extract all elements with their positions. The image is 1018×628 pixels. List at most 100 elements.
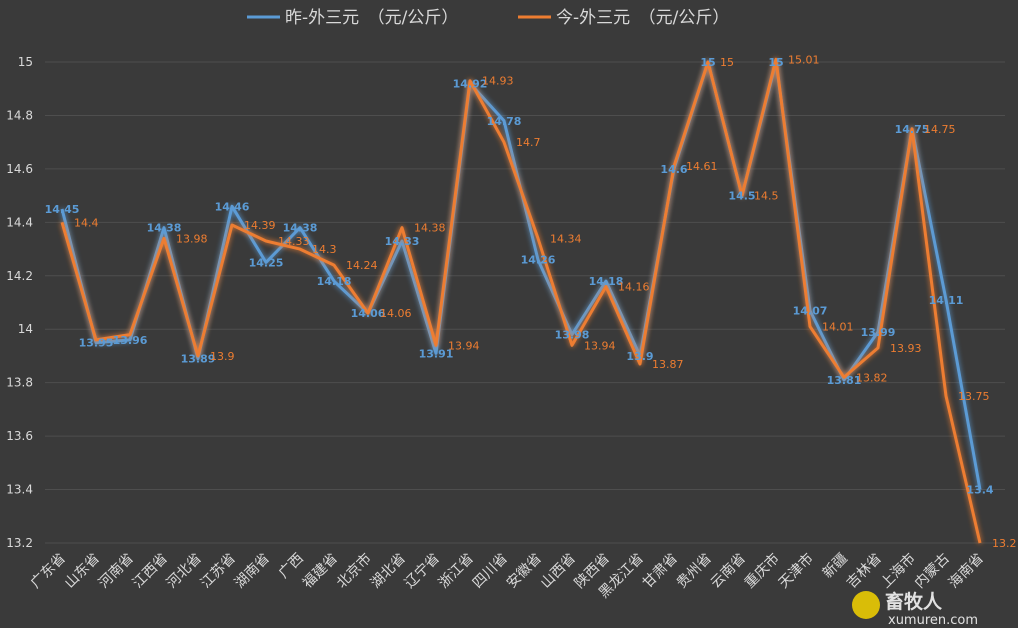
series-line-today [60, 57, 982, 544]
data-label-today: 14.5 [754, 190, 779, 203]
x-tick-label: 云南省 [708, 551, 749, 592]
data-label-yesterday: 14.26 [521, 254, 556, 267]
y-tick-label: 15 [18, 55, 33, 69]
watermark: 畜牧人 xumuren.com [852, 590, 978, 628]
watermark-text: 畜牧人 [885, 590, 943, 613]
data-label-today: 14.61 [686, 160, 718, 173]
data-label-yesterday: 14.38 [147, 222, 182, 235]
data-label-today: 14.38 [414, 222, 446, 235]
x-tick-label: 江西省 [130, 551, 171, 592]
legend-label-yesterday: 昨-外三元 （元/公斤） [285, 8, 458, 28]
data-label-today: 13.93 [890, 342, 922, 355]
data-labels: 14.45 13.95 13.96 14.38 13.89 14.46 14.25 14.38… [45, 53, 1017, 550]
x-tick-label: 吉林省 [844, 551, 885, 592]
data-label-yesterday: 14.75 [895, 123, 930, 136]
series-lines [60, 57, 982, 544]
x-tick-label: 北京市 [333, 550, 375, 592]
legend: 昨-外三元 （元/公斤） 今-外三元 （元/公斤） [247, 8, 729, 28]
data-label-today: 15.01 [788, 53, 820, 66]
y-tick-label: 13.8 [6, 376, 33, 390]
data-label-yesterday: 13.4 [966, 484, 993, 497]
x-tick-label: 河北省 [164, 551, 205, 592]
data-label-today: 13.94 [448, 339, 480, 352]
y-tick-label: 14.4 [6, 215, 33, 229]
data-label-today: 13.94 [584, 339, 616, 352]
data-label-yesterday: 15 [768, 56, 783, 69]
x-tick-label: 四川省 [470, 551, 511, 592]
data-label-today: 13.87 [652, 358, 684, 371]
data-label-yesterday: 14.6 [660, 163, 687, 176]
data-label-yesterday: 14.92 [453, 77, 488, 90]
x-tick-label: 江苏省 [198, 551, 239, 592]
data-label-today: 13.82 [856, 371, 888, 384]
y-axis: 13.2 13.4 13.6 13.8 14 14.2 14.4 14.6 14.8 15 [6, 55, 33, 550]
y-tick-label: 14.2 [6, 269, 33, 283]
data-label-today: 14.3 [312, 243, 337, 256]
data-label-yesterday: 14.78 [487, 115, 522, 128]
data-label-today: 14.75 [924, 123, 956, 136]
data-label-yesterday: 13.91 [419, 347, 454, 360]
data-label-yesterday: 14.38 [283, 222, 318, 235]
data-label-today: 14.7 [516, 136, 541, 149]
watermark-logo [852, 591, 880, 619]
data-label-today: 14.34 [550, 232, 582, 245]
x-tick-label: 贵州省 [674, 551, 715, 592]
data-label-yesterday: 14.18 [589, 275, 624, 288]
data-label-yesterday: 14.07 [793, 305, 828, 318]
data-label-yesterday: 14.25 [249, 256, 284, 269]
data-label-yesterday: 15 [700, 56, 715, 69]
data-label-yesterday: 13.89 [181, 353, 216, 366]
data-label-today: 14.16 [618, 280, 650, 293]
data-label-today: 14.33 [278, 235, 310, 248]
x-tick-label: 辽宁省 [401, 550, 443, 592]
x-tick-label: 福建省 [300, 551, 341, 592]
data-label-today: 13.75 [958, 390, 990, 403]
x-tick-label: 甘肃省 [640, 551, 681, 592]
data-label-yesterday: 14.5 [728, 190, 755, 203]
data-label-yesterday: 13.81 [827, 374, 862, 387]
x-tick-label: 湖北省 [368, 551, 409, 592]
data-label-yesterday: 14.06 [351, 307, 386, 320]
data-label-yesterday: 14.46 [215, 200, 250, 213]
x-tick-label: 内蒙古 [912, 551, 953, 592]
x-tick-label: 浙江省 [436, 551, 477, 592]
data-label-today: 14.24 [346, 259, 378, 272]
y-tick-label: 13.6 [6, 429, 33, 443]
x-tick-label: 广东省 [28, 551, 69, 592]
data-label-today: 14.06 [380, 307, 412, 320]
data-label-today: 14.39 [244, 219, 276, 232]
x-tick-label: 重庆市 [741, 550, 783, 592]
data-label-yesterday: 13.98 [555, 329, 590, 342]
data-label-yesterday: 14.33 [385, 235, 420, 248]
x-tick-label: 天津市 [775, 550, 817, 592]
x-tick-label: 山东省 [62, 551, 103, 592]
data-label-today: 15 [720, 56, 734, 69]
data-label-yesterday: 13.95 [79, 337, 114, 350]
y-tick-label: 14.8 [6, 108, 33, 122]
data-label-today: 14.01 [822, 321, 854, 334]
y-tick-label: 13.4 [6, 483, 33, 497]
data-label-today: 13.2 [992, 537, 1017, 550]
data-label-today: 14.4 [74, 216, 99, 229]
data-label-yesterday: 13.96 [113, 334, 148, 347]
y-tick-label: 13.2 [6, 536, 33, 550]
data-label-today: 13.98 [176, 232, 208, 245]
watermark-url: xumuren.com [888, 613, 978, 628]
x-tick-label: 湖南省 [232, 551, 273, 592]
x-tick-label: 河南省 [96, 551, 137, 592]
data-label-yesterday: 13.99 [861, 326, 896, 339]
x-tick-label: 山西省 [538, 551, 579, 592]
x-tick-label: 海南省 [946, 551, 987, 592]
x-tick-label: 安徽省 [504, 551, 545, 592]
y-tick-label: 14 [18, 322, 33, 336]
data-label-yesterday: 14.45 [45, 203, 80, 216]
data-label-today: 13.9 [210, 350, 235, 363]
data-label-yesterday: 13.9 [626, 350, 653, 363]
y-tick-label: 14.6 [6, 162, 33, 176]
x-tick-label: 上海市 [877, 550, 919, 592]
gridlines [45, 61, 1005, 544]
data-label-today: 14.93 [482, 75, 514, 88]
data-label-yesterday: 14.11 [929, 294, 964, 307]
